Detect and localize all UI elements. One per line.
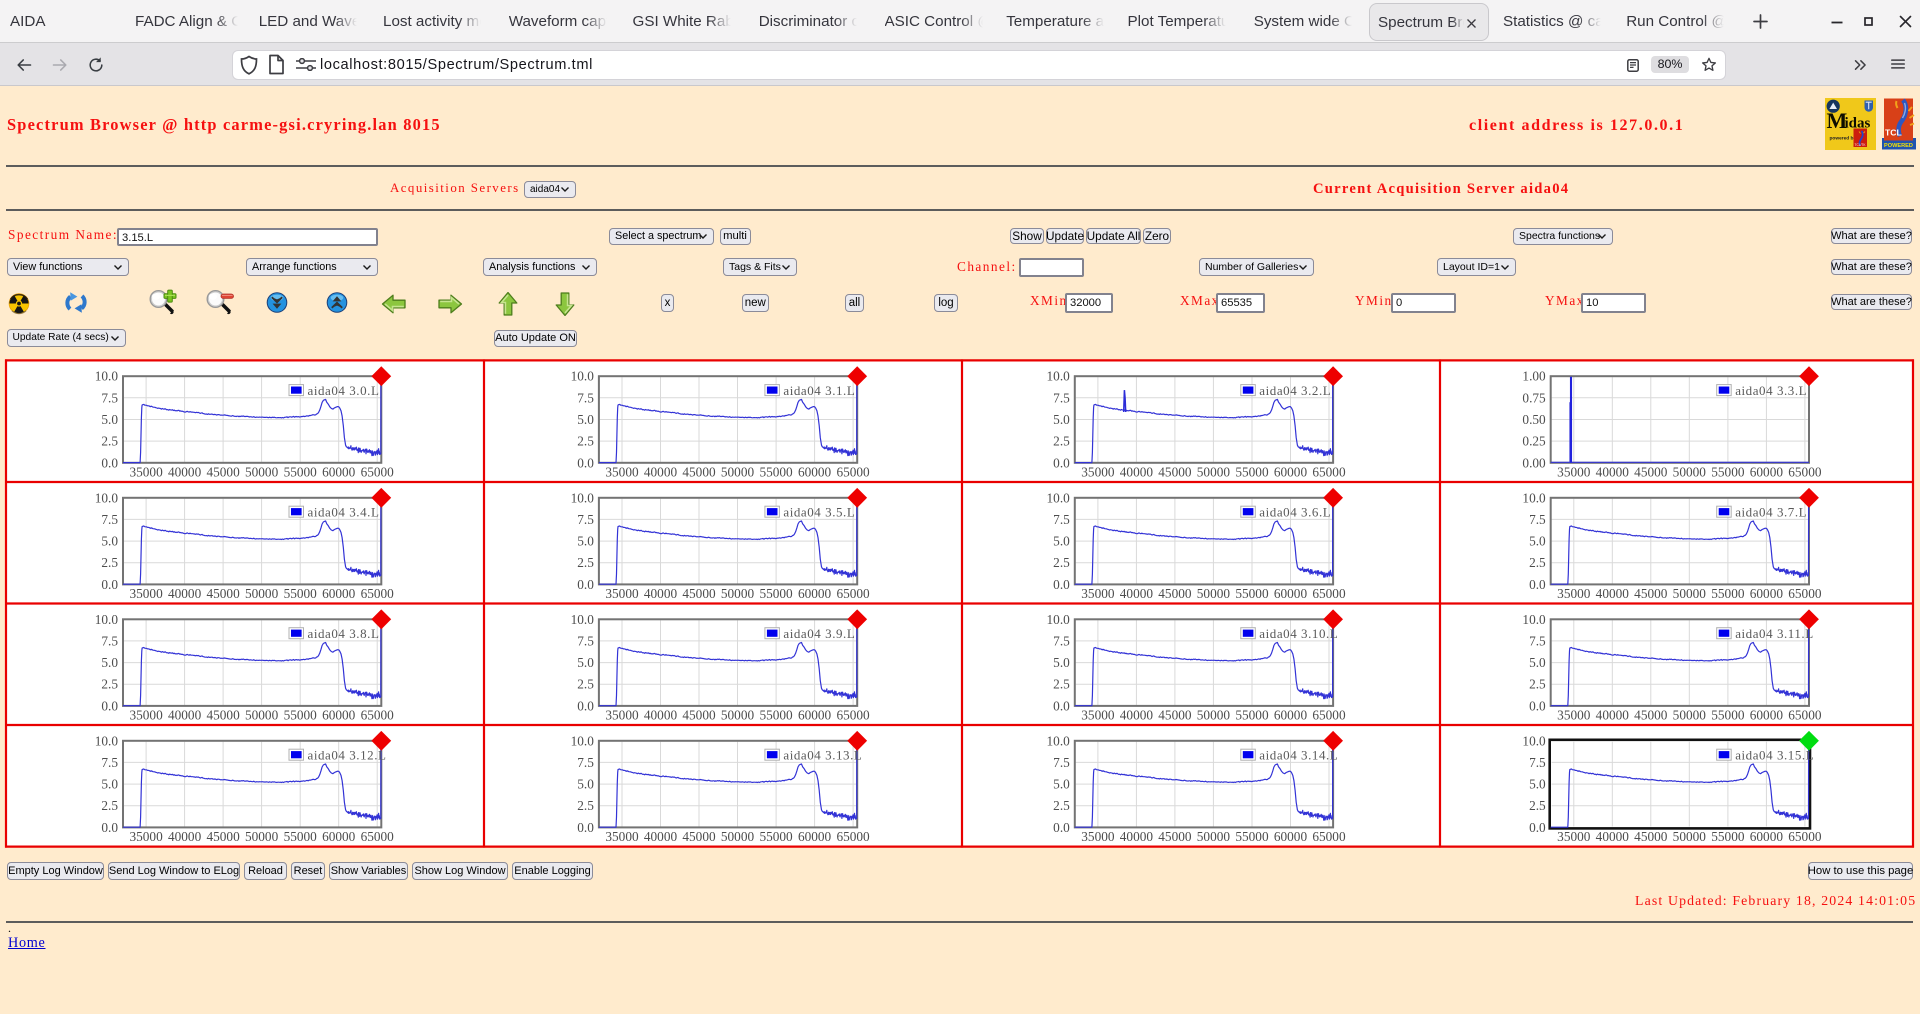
svg-text:aida04 3.4.L: aida04 3.4.L bbox=[308, 504, 380, 519]
svg-text:aida04 3.2.L: aida04 3.2.L bbox=[1259, 383, 1331, 398]
svg-text:aida04 3.13.L: aida04 3.13.L bbox=[783, 747, 862, 762]
svg-text:aida04 3.10.L: aida04 3.10.L bbox=[1259, 626, 1338, 641]
svg-text:aida04 3.5.L: aida04 3.5.L bbox=[783, 504, 855, 519]
svg-text:TCL: TCL bbox=[1885, 128, 1902, 138]
svg-text:idas: idas bbox=[1845, 116, 1871, 132]
svg-text:aida04 3.15.L: aida04 3.15.L bbox=[1735, 747, 1814, 762]
svg-text:M: M bbox=[1827, 108, 1848, 133]
svg-text:aida04 3.1.L: aida04 3.1.L bbox=[783, 383, 855, 398]
svg-text:powered by: powered by bbox=[1830, 136, 1857, 142]
svg-text:aida04 3.7.L: aida04 3.7.L bbox=[1735, 504, 1807, 519]
svg-text:aida04 3.14.L: aida04 3.14.L bbox=[1259, 747, 1338, 762]
svg-text:POWERED: POWERED bbox=[1884, 143, 1913, 149]
svg-text:aida04 3.12.L: aida04 3.12.L bbox=[308, 747, 387, 762]
svg-text:aida04 3.6.L: aida04 3.6.L bbox=[1259, 504, 1331, 519]
svg-text:TCL/TK: TCL/TK bbox=[1855, 143, 1867, 147]
svg-text:aida04 3.11.L: aida04 3.11.L bbox=[1735, 626, 1814, 641]
svg-text:aida04 3.0.L: aida04 3.0.L bbox=[308, 383, 380, 398]
svg-text:aida04 3.8.L: aida04 3.8.L bbox=[308, 626, 380, 641]
svg-text:aida04 3.9.L: aida04 3.9.L bbox=[783, 626, 855, 641]
svg-text:aida04 3.3.L: aida04 3.3.L bbox=[1735, 383, 1807, 398]
